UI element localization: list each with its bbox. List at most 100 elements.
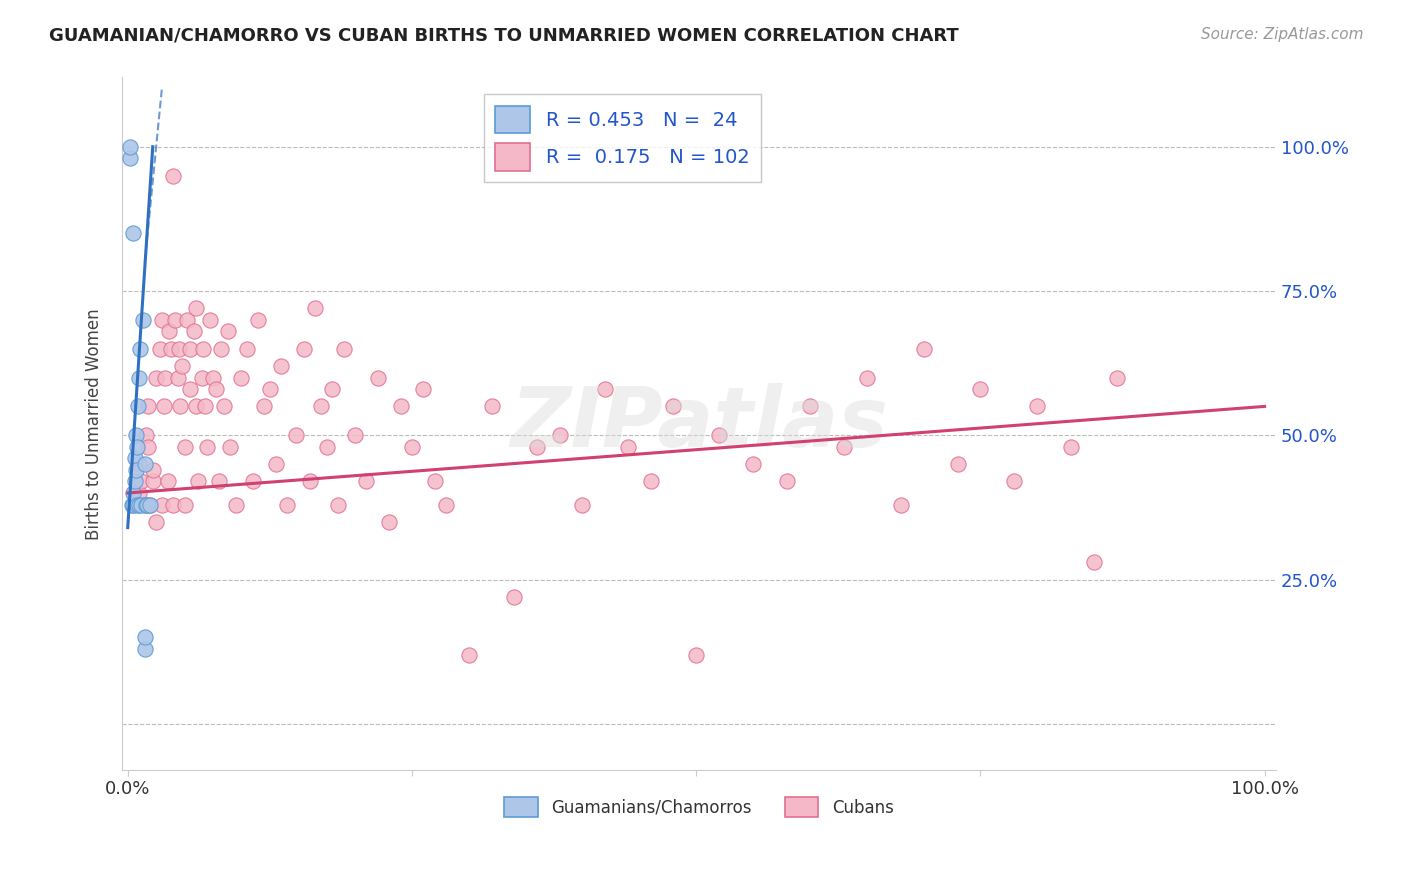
Point [127, 400, 149, 414]
Point [742, 457, 765, 471]
Point [191, 342, 214, 356]
Point [139, 498, 162, 512]
Point [264, 457, 287, 471]
Point [134, 630, 156, 644]
Point [194, 400, 217, 414]
Point [122, 486, 145, 500]
Point [134, 498, 156, 512]
Point [247, 313, 270, 327]
Point [356, 475, 378, 489]
Point [259, 382, 281, 396]
Point [134, 457, 156, 471]
Point [179, 382, 201, 396]
Point [128, 486, 150, 500]
Point [128, 457, 150, 471]
Point [946, 457, 969, 471]
Point [208, 475, 231, 489]
Point [707, 428, 730, 442]
Point [135, 498, 157, 512]
Point [412, 382, 434, 396]
Text: ZIPatlas: ZIPatlas [510, 384, 889, 464]
Point [662, 400, 685, 414]
Point [855, 370, 877, 384]
Point [179, 342, 201, 356]
Point [298, 475, 321, 489]
Point [292, 342, 315, 356]
Point [457, 648, 479, 662]
Point [315, 440, 337, 454]
Point [503, 590, 526, 604]
Point [219, 440, 242, 454]
Point [571, 498, 593, 512]
Point [124, 451, 146, 466]
Point [156, 475, 179, 489]
Point [309, 400, 332, 414]
Point [183, 324, 205, 338]
Point [253, 400, 276, 414]
Point [184, 400, 207, 414]
Point [184, 301, 207, 316]
Point [776, 475, 799, 489]
Point [134, 641, 156, 656]
Point [125, 428, 148, 442]
Point [148, 342, 170, 356]
Point [190, 370, 212, 384]
Point [326, 498, 349, 512]
Point [142, 463, 165, 477]
Point [125, 463, 148, 477]
Point [136, 498, 159, 512]
Point [131, 475, 153, 489]
Point [135, 428, 157, 442]
Point [526, 440, 548, 454]
Point [142, 475, 165, 489]
Point [162, 169, 184, 183]
Point [131, 313, 153, 327]
Point [122, 498, 145, 512]
Point [122, 227, 145, 241]
Point [173, 440, 195, 454]
Point [389, 400, 412, 414]
Point [304, 301, 326, 316]
Point [145, 370, 167, 384]
Point [155, 370, 177, 384]
Text: GUAMANIAN/CHAMORRO VS CUBAN BIRTHS TO UNMARRIED WOMEN CORRELATION CHART: GUAMANIAN/CHAMORRO VS CUBAN BIRTHS TO UN… [49, 27, 959, 45]
Point [128, 370, 150, 384]
Point [225, 498, 247, 512]
Point [593, 382, 616, 396]
Point [217, 324, 239, 338]
Point [173, 498, 195, 512]
Point [166, 370, 188, 384]
Point [187, 475, 209, 489]
Point [214, 400, 236, 414]
Point [242, 475, 264, 489]
Point [344, 428, 367, 442]
Point [129, 342, 152, 356]
Point [912, 342, 935, 356]
Legend: Guamanians/Chamorros, Cubans: Guamanians/Chamorros, Cubans [498, 790, 900, 824]
Point [169, 400, 191, 414]
Point [832, 440, 855, 454]
Point [131, 498, 153, 512]
Point [136, 400, 159, 414]
Point [160, 342, 183, 356]
Point [640, 475, 662, 489]
Point [209, 342, 232, 356]
Point [321, 382, 343, 396]
Point [548, 428, 571, 442]
Point [195, 440, 218, 454]
Point [617, 440, 640, 454]
Point [231, 370, 253, 384]
Point [145, 515, 167, 529]
Point [125, 440, 148, 454]
Point [378, 515, 401, 529]
Point [1105, 370, 1128, 384]
Point [176, 313, 198, 327]
Point [285, 428, 308, 442]
Point [1083, 555, 1105, 569]
Point [201, 370, 224, 384]
Point [157, 324, 180, 338]
Point [162, 498, 184, 512]
Point [118, 151, 141, 165]
Point [125, 498, 148, 512]
Point [121, 498, 143, 512]
